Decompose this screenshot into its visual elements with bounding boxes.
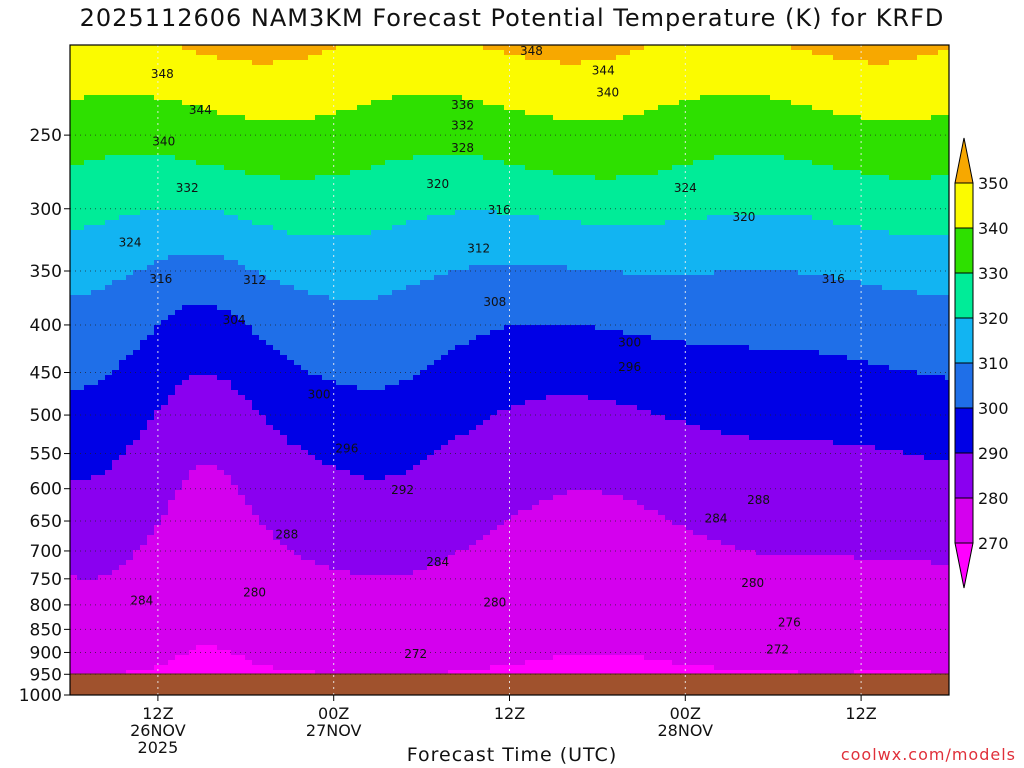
contour-label: 276 [778, 616, 801, 630]
contour-fills [70, 45, 949, 695]
y-tick-label: 250 [30, 126, 62, 146]
contour-label: 288 [275, 527, 298, 541]
y-tick-label: 1000 [19, 686, 62, 706]
contour-label: 324 [119, 235, 142, 249]
ground-fill [70, 674, 949, 695]
x-tick-date: 26NOV [130, 721, 186, 740]
colorbar-label: 320 [978, 309, 1009, 328]
y-tick-label: 700 [30, 542, 62, 562]
y-tick-label: 950 [30, 665, 62, 685]
contour-label: 292 [391, 483, 414, 497]
colorbar-label: 300 [978, 399, 1009, 418]
contour-label: 336 [451, 98, 474, 112]
contour-label: 340 [596, 86, 619, 100]
contour-label: 280 [483, 595, 506, 609]
colorbar-swatch [954, 452, 974, 499]
contour-label: 272 [766, 642, 789, 656]
contour-label: 312 [467, 241, 490, 255]
contour-label: 332 [176, 181, 199, 195]
contour-label: 284 [705, 512, 728, 526]
watermark: coolwx.com/models [840, 745, 1016, 764]
contour-label: 300 [308, 387, 331, 401]
contour-label: 312 [243, 273, 266, 287]
y-tick-label: 900 [30, 643, 62, 663]
x-tick-label: 12Z [142, 704, 173, 723]
contour-label: 284 [426, 555, 449, 569]
colorbar-label: 310 [978, 354, 1009, 373]
y-tick-label: 850 [30, 620, 62, 640]
x-tick-label: 12Z [494, 704, 525, 723]
grid-lines [70, 45, 949, 695]
contour-label: 304 [223, 313, 246, 327]
x-tick-label: 00Z [670, 704, 701, 723]
colorbar-label: 350 [978, 174, 1009, 193]
y-tick-label: 300 [30, 200, 62, 220]
colorbar-label: 270 [978, 534, 1009, 553]
x-tick-label: 00Z [318, 704, 349, 723]
contour-label: 332 [451, 118, 474, 132]
colorbar-swatch-highest [954, 137, 974, 184]
y-tick-label: 500 [30, 406, 62, 426]
x-tick-label: 12Z [845, 704, 876, 723]
y-tick-label: 800 [30, 596, 62, 616]
contour-label: 300 [618, 336, 641, 350]
colorbar-label: 340 [978, 219, 1009, 238]
contour-label: 288 [747, 493, 770, 507]
contour-label: 284 [130, 593, 153, 607]
colorbar-swatch [954, 407, 974, 454]
contour-label: 340 [152, 135, 175, 149]
y-tick-label: 550 [30, 445, 62, 465]
contour-label: 316 [822, 272, 845, 286]
colorbar-label: 280 [978, 489, 1009, 508]
y-tick-label: 600 [30, 480, 62, 500]
contour-label: 328 [451, 141, 474, 155]
contour-label: 296 [335, 441, 358, 455]
contour-label: 308 [483, 295, 506, 309]
colorbar-swatch-lowest [954, 542, 974, 589]
contour-label: 280 [243, 586, 266, 600]
y-tick-label: 450 [30, 364, 62, 384]
colorbar: 270 280 290 300 310 320 330 340 350 [954, 137, 1009, 589]
colorbar-swatch [954, 272, 974, 319]
contour-label: 344 [189, 103, 212, 117]
contour-label: 344 [592, 63, 615, 77]
x-tick-date: 27NOV [306, 721, 362, 740]
contour-labels: 348 344 340 332 324 316 312 304 300 296 292 288 284 2… [119, 44, 845, 661]
colorbar-swatch [954, 227, 974, 274]
contour-label: 272 [404, 647, 427, 661]
contour-label: 348 [151, 67, 174, 81]
y-tick-label: 750 [30, 570, 62, 590]
contour-label: 296 [618, 360, 641, 374]
contour-label: 320 [732, 210, 755, 224]
colorbar-label: 330 [978, 264, 1009, 283]
x-axis-label: Forecast Time (UTC) [406, 744, 618, 766]
contour-label: 280 [741, 576, 764, 590]
y-axis: 250 300 350 400 450 500 550 600 650 700 750 800 850 9… [19, 126, 70, 706]
colorbar-label: 290 [978, 444, 1009, 463]
chart-title: 2025112606 NAM3KM Forecast Potential Tem… [79, 4, 945, 32]
contour-label: 324 [674, 181, 697, 195]
contour-label: 316 [149, 272, 172, 286]
colorbar-swatch [954, 497, 974, 544]
y-tick-label: 400 [30, 316, 62, 336]
colorbar-swatch [954, 317, 974, 364]
y-tick-label: 650 [30, 512, 62, 532]
colorbar-swatch [954, 362, 974, 409]
colorbar-swatch [954, 182, 974, 229]
y-tick-label: 350 [30, 262, 62, 282]
x-tick-year: 2025 [138, 738, 179, 757]
below-ground-band [70, 673, 949, 695]
contour-label: 348 [520, 44, 543, 58]
x-tick-date: 28NOV [658, 721, 714, 740]
contour-label: 320 [426, 177, 449, 191]
contour-label: 316 [488, 203, 511, 217]
